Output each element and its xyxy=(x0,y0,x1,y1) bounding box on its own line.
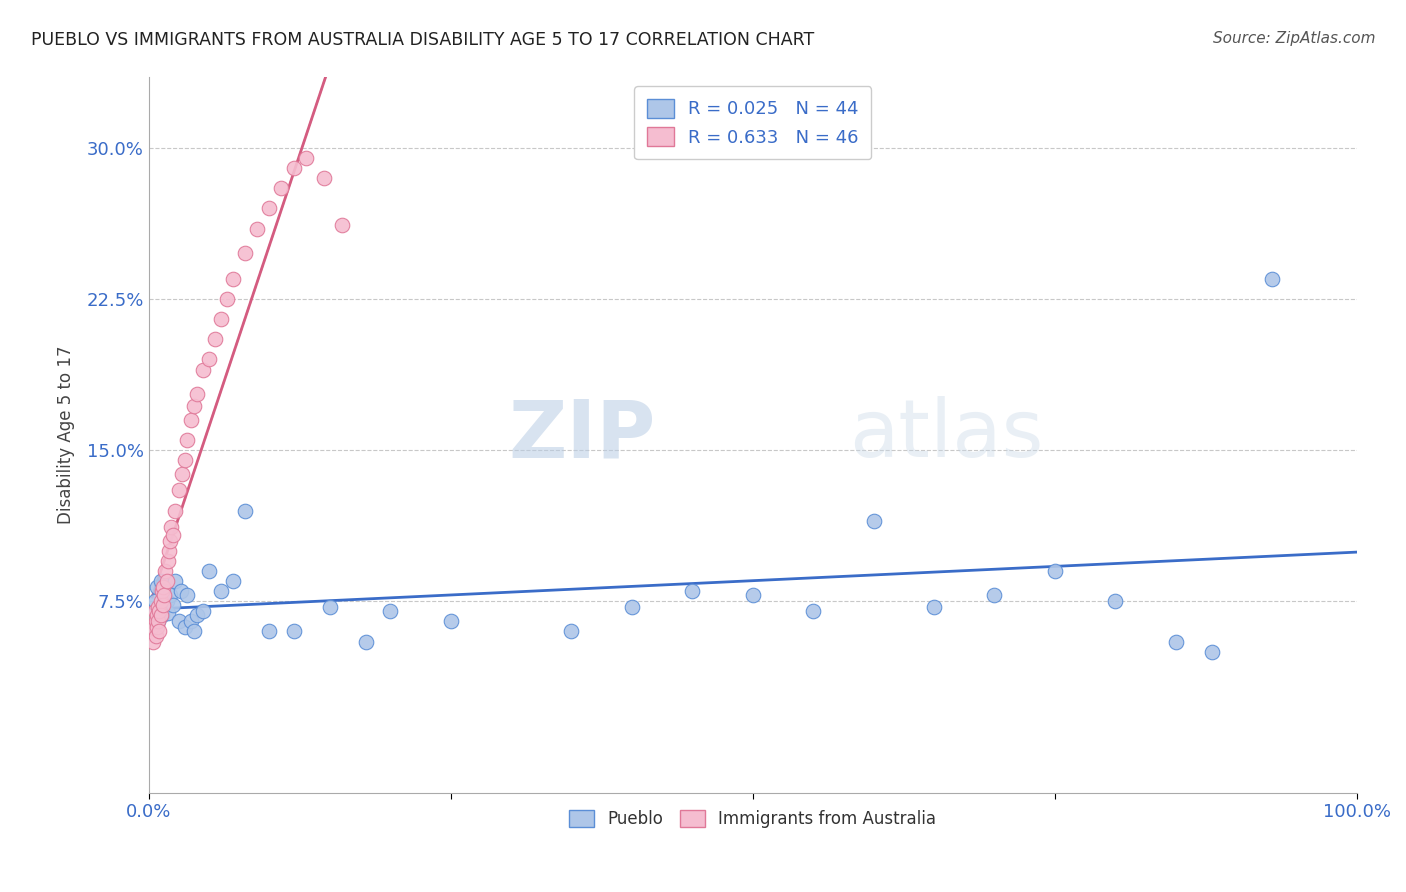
Point xyxy=(186,608,208,623)
Point xyxy=(209,312,232,326)
Point xyxy=(149,594,172,608)
Point xyxy=(156,554,179,568)
Point xyxy=(156,607,179,621)
Point xyxy=(149,574,172,588)
Point xyxy=(1201,645,1223,659)
Point xyxy=(159,588,181,602)
Point xyxy=(165,503,187,517)
Point xyxy=(741,588,763,602)
Point xyxy=(217,292,239,306)
Point xyxy=(198,564,221,578)
Point xyxy=(141,620,163,634)
Point xyxy=(186,386,208,401)
Point xyxy=(270,181,292,195)
Text: Source: ZipAtlas.com: Source: ZipAtlas.com xyxy=(1212,31,1375,46)
Point xyxy=(801,604,824,618)
Point xyxy=(560,624,582,639)
Point xyxy=(191,362,214,376)
Point xyxy=(152,580,174,594)
Point xyxy=(330,218,353,232)
Point xyxy=(183,399,205,413)
Point xyxy=(148,615,170,629)
Text: atlas: atlas xyxy=(849,396,1043,474)
Point xyxy=(159,533,181,548)
Point xyxy=(312,171,335,186)
Point xyxy=(149,608,172,623)
Point xyxy=(172,467,194,482)
Legend: Pueblo, Immigrants from Australia: Pueblo, Immigrants from Australia xyxy=(562,803,943,834)
Point xyxy=(153,600,176,615)
Point xyxy=(167,615,190,629)
Point xyxy=(152,599,174,613)
Point xyxy=(173,620,195,634)
Point xyxy=(146,608,169,623)
Point xyxy=(209,584,232,599)
Point xyxy=(170,584,193,599)
Point xyxy=(180,413,202,427)
Y-axis label: Disability Age 5 to 17: Disability Age 5 to 17 xyxy=(58,346,75,524)
Point xyxy=(222,574,245,588)
Point xyxy=(183,624,205,639)
Point xyxy=(259,624,281,639)
Point xyxy=(1164,634,1187,648)
Point xyxy=(198,352,221,367)
Point xyxy=(922,600,945,615)
Point xyxy=(191,604,214,618)
Point xyxy=(152,584,174,599)
Point xyxy=(145,615,167,629)
Point xyxy=(165,574,187,588)
Point xyxy=(862,514,884,528)
Point xyxy=(142,634,165,648)
Point xyxy=(155,564,177,578)
Point xyxy=(294,151,316,165)
Point xyxy=(153,588,176,602)
Point xyxy=(176,588,198,602)
Point xyxy=(173,453,195,467)
Point xyxy=(283,624,305,639)
Point xyxy=(354,634,377,648)
Point xyxy=(156,594,179,608)
Point xyxy=(440,615,463,629)
Point xyxy=(681,584,703,599)
Point xyxy=(380,604,402,618)
Point xyxy=(319,600,342,615)
Point xyxy=(160,519,183,533)
Point xyxy=(145,628,167,642)
Text: ZIP: ZIP xyxy=(509,396,657,474)
Point xyxy=(283,161,305,175)
Point xyxy=(620,600,643,615)
Point xyxy=(1043,564,1066,578)
Point xyxy=(983,588,1005,602)
Point xyxy=(1261,272,1284,286)
Point xyxy=(246,221,269,235)
Point xyxy=(143,604,166,618)
Point xyxy=(148,624,170,639)
Point xyxy=(1104,594,1126,608)
Point xyxy=(162,528,184,542)
Point xyxy=(233,245,256,260)
Point xyxy=(233,503,256,517)
Text: PUEBLO VS IMMIGRANTS FROM AUSTRALIA DISABILITY AGE 5 TO 17 CORRELATION CHART: PUEBLO VS IMMIGRANTS FROM AUSTRALIA DISA… xyxy=(31,31,814,49)
Point xyxy=(162,599,184,613)
Point xyxy=(143,594,166,608)
Point xyxy=(167,483,190,498)
Point xyxy=(222,272,245,286)
Point xyxy=(180,615,202,629)
Point xyxy=(157,544,180,558)
Point xyxy=(148,615,170,629)
Point xyxy=(148,604,170,618)
Point xyxy=(156,574,179,588)
Point xyxy=(148,604,170,618)
Point xyxy=(176,433,198,447)
Point xyxy=(259,202,281,216)
Point xyxy=(148,600,170,615)
Point xyxy=(146,580,169,594)
Point xyxy=(146,620,169,634)
Point xyxy=(150,584,173,599)
Point xyxy=(150,608,173,623)
Point xyxy=(204,332,226,346)
